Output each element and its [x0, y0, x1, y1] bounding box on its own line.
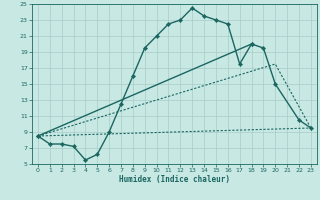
X-axis label: Humidex (Indice chaleur): Humidex (Indice chaleur) [119, 175, 230, 184]
